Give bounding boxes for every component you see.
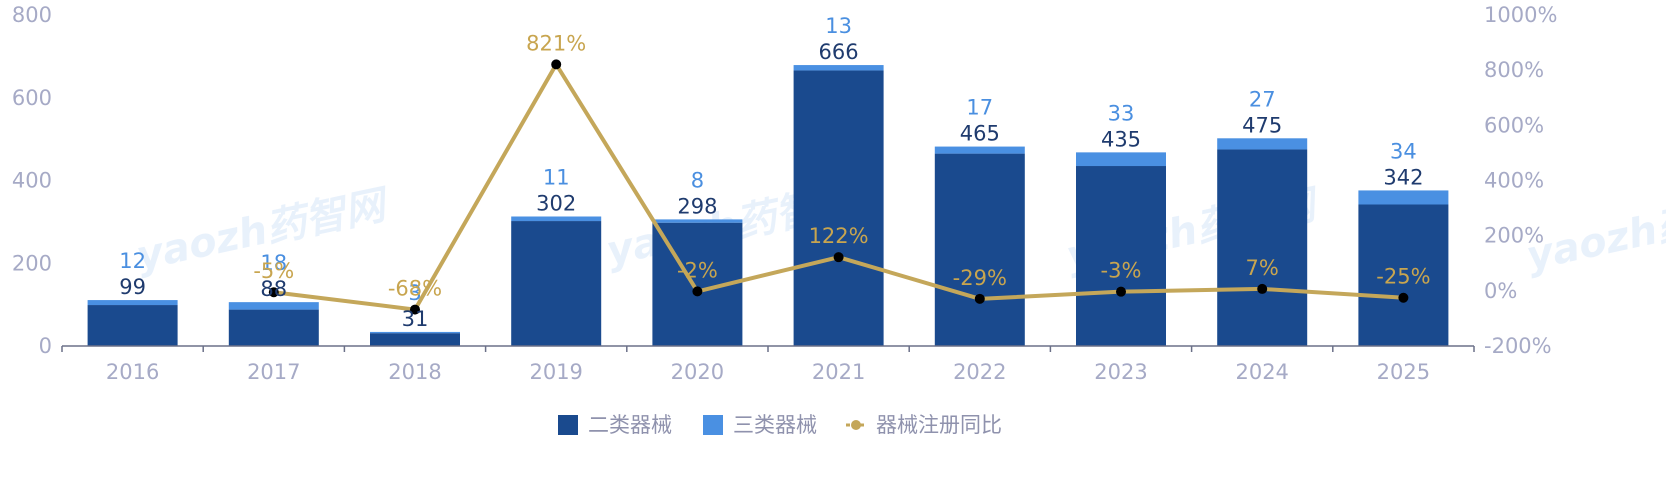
data-label-二类器械: 31 <box>402 307 429 331</box>
data-label-三类器械: 17 <box>966 96 993 120</box>
x-tick-label: 2017 <box>247 360 300 384</box>
bar-二类器械 <box>1217 149 1308 346</box>
x-tick-label: 2025 <box>1377 360 1430 384</box>
legend: 二类器械 三类器械 器械注册同比 <box>558 413 1002 437</box>
bars <box>87 65 1449 346</box>
bar-三类器械 <box>228 302 319 310</box>
data-label-二类器械: 298 <box>677 194 717 218</box>
bar-三类器械 <box>1358 190 1449 205</box>
data-label-二类器械: 465 <box>960 122 1000 146</box>
bar-二类器械 <box>511 221 602 346</box>
data-label-yoy: -3% <box>1101 259 1142 283</box>
bar-二类器械 <box>370 333 460 346</box>
y-tick-label: 600 <box>12 86 52 110</box>
data-label-三类器械: 33 <box>1108 101 1135 125</box>
y2-tick-label: 200% <box>1484 224 1544 248</box>
data-label-二类器械: 475 <box>1242 113 1282 137</box>
x-tick-label: 2021 <box>812 360 865 384</box>
data-label-三类器械: 34 <box>1390 139 1417 163</box>
y2-tick-label: -200% <box>1484 334 1552 358</box>
data-label-yoy: 7% <box>1246 256 1279 280</box>
bar-二类器械 <box>1358 204 1449 346</box>
bar-二类器械 <box>87 305 178 346</box>
yoy-line <box>268 59 1409 315</box>
data-label-yoy: -2% <box>677 258 718 282</box>
x-tick-label: 2016 <box>106 360 159 384</box>
yoy-point <box>410 304 420 315</box>
legend-label-二类器械: 二类器械 <box>588 413 672 437</box>
y2-tick-label: 0% <box>1484 279 1517 303</box>
y2-tick-label: 600% <box>1484 113 1544 137</box>
data-label-二类器械: 88 <box>260 277 287 301</box>
bar-二类器械 <box>1076 166 1166 346</box>
x-tick-label: 2019 <box>529 360 582 384</box>
legend-label-三类器械: 三类器械 <box>733 413 817 437</box>
bar-三类器械 <box>370 331 460 334</box>
data-label-三类器械: 8 <box>691 168 704 192</box>
legend-swatch-三类器械 <box>703 415 723 435</box>
legend-label-器械注册同比: 器械注册同比 <box>876 413 1002 437</box>
legend-marker-器械注册同比 <box>851 420 861 430</box>
legend-swatch-二类器械 <box>558 415 578 435</box>
right-y-axis: -200% 0% 200% 400% 600% 800% 1000% <box>1484 3 1557 358</box>
data-label-三类器械: 12 <box>119 249 146 273</box>
data-label-三类器械: 3 <box>408 281 421 305</box>
data-label-二类器械: 302 <box>536 191 576 215</box>
yoy-point <box>1116 286 1126 297</box>
bar-二类器械 <box>228 309 319 346</box>
yoy-point <box>974 293 985 304</box>
x-tick-label: 2020 <box>671 360 724 384</box>
data-label-二类器械: 435 <box>1101 127 1141 151</box>
left-y-axis: 0 200 400 600 800 <box>12 3 52 358</box>
x-tick-label: 2024 <box>1235 360 1288 384</box>
data-label-三类器械: 11 <box>543 165 570 189</box>
bar-三类器械 <box>1217 138 1308 150</box>
yoy-point <box>1257 283 1268 294</box>
y2-tick-label: 1000% <box>1484 3 1557 27</box>
data-label-yoy: -25% <box>1376 265 1430 289</box>
data-label-yoy: -5% <box>253 259 294 283</box>
x-tick-label: 2018 <box>388 360 441 384</box>
bar-三类器械 <box>87 300 178 306</box>
data-label-三类器械: 13 <box>825 14 852 38</box>
y-tick-label: 200 <box>12 251 52 275</box>
bar-二类器械 <box>793 70 884 346</box>
data-label-yoy: -29% <box>953 266 1007 290</box>
data-label-三类器械: 27 <box>1249 87 1276 111</box>
yoy-point <box>1398 292 1409 303</box>
data-label-二类器械: 342 <box>1383 165 1423 189</box>
data-label-三类器械: 18 <box>260 251 287 275</box>
bar-三类器械 <box>934 146 1025 154</box>
yoy-point <box>692 286 703 297</box>
y-tick-label: 400 <box>12 169 52 193</box>
x-tick-label: 2023 <box>1094 360 1147 384</box>
yoy-point <box>268 287 279 298</box>
y2-tick-label: 400% <box>1484 169 1544 193</box>
data-label-二类器械: 99 <box>119 275 146 299</box>
y-tick-label: 800 <box>12 3 52 27</box>
data-label-yoy: 122% <box>809 224 869 248</box>
data-label-二类器械: 666 <box>819 40 859 64</box>
bar-三类器械 <box>1076 152 1166 167</box>
x-tick-label: 2022 <box>953 360 1006 384</box>
y-tick-label: 0 <box>39 334 52 358</box>
data-label-yoy: 821% <box>526 31 586 55</box>
x-axis: 2016 2017 2018 2019 2020 2021 2022 2023 2024 2025 <box>61 345 1475 384</box>
yoy-point <box>833 252 844 263</box>
bar-三类器械 <box>511 216 602 222</box>
yoy-point <box>551 59 562 70</box>
bar-三类器械 <box>652 219 743 223</box>
data-label-yoy: -68% <box>388 277 442 301</box>
y2-tick-label: 800% <box>1484 58 1544 82</box>
bar-三类器械 <box>793 65 884 71</box>
bar-二类器械 <box>934 153 1025 346</box>
